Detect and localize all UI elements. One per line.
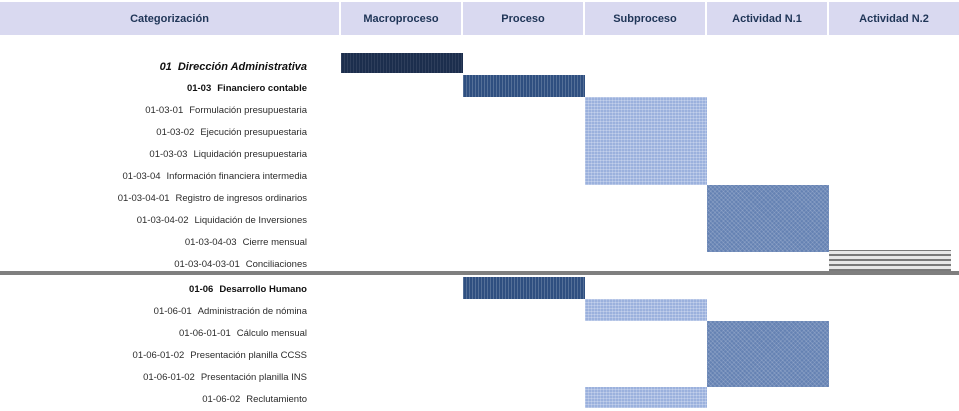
row-actividad1: 01-03-04-01 Registro de ingresos ordinari… <box>0 188 959 210</box>
row-label: 01-03-02 Ejecución presupuestaria <box>156 127 307 138</box>
actividad1-block <box>707 185 829 252</box>
section-divider <box>0 271 959 275</box>
row-label: 01-06-01-02 Presentación planilla INS <box>143 372 307 383</box>
row-label: 01-06-02 Reclutamiento <box>202 394 307 405</box>
row-proceso: 01-06 Desarrollo Humano <box>0 279 959 301</box>
header-actividad-2: Actividad N.2 <box>829 2 959 35</box>
row-macroproceso: 01 Dirección Administrativa <box>0 56 959 78</box>
header-actividad-1: Actividad N.1 <box>707 2 827 35</box>
row-proceso: 01-03 Financiero contable <box>0 78 959 100</box>
header-subproceso: Subproceso <box>585 2 705 35</box>
row-label: 01-03-04-02 Liquidación de Inversiones <box>136 215 307 226</box>
row-label: 01-06 Desarrollo Humano <box>189 284 307 295</box>
row-label: 01 Dirección Administrativa <box>159 61 307 73</box>
row-subproceso: 01-06-01 Administración de nómina <box>0 301 959 323</box>
row-actividad1: 01-03-04-03 Cierre mensual <box>0 232 959 254</box>
actividad1-block <box>707 321 829 387</box>
row-actividad1: 01-06-01-02 Presentación planilla INS <box>0 367 959 389</box>
row-label: 01-03 Financiero contable <box>186 83 307 94</box>
row-label: 01-03-04-03-01 Conciliaciones <box>174 259 307 270</box>
row-actividad1: 01-03-04-02 Liquidación de Inversiones <box>0 210 959 232</box>
row-label: 01-06-01 Administración de nómina <box>153 306 307 317</box>
macroproceso-block <box>341 53 463 73</box>
row-actividad1: 01-06-01-02 Presentación planilla CCSS <box>0 345 959 367</box>
header-categorizacion: Categorización <box>0 2 339 35</box>
row-actividad1: 01-06-01-01 Cálculo mensual <box>0 323 959 345</box>
header-proceso: Proceso <box>463 2 583 35</box>
row-label: 01-03-04 Información financiera intermedi… <box>122 171 308 182</box>
subproceso-block <box>585 387 707 408</box>
subproceso-block <box>585 299 707 321</box>
proceso-block <box>463 75 585 97</box>
row-label: 01-06-01-01 Cálculo mensual <box>179 328 307 339</box>
row-label: 01-03-04-01 Registro de ingresos ordinari… <box>117 193 307 204</box>
subproceso-block <box>585 97 707 185</box>
column-header-row: Categorización Macroproceso Proceso Subp… <box>0 0 959 37</box>
row-label: 01-03-04-03 Cierre mensual <box>184 237 307 248</box>
row-subproceso: 01-03-02 Ejecución presupuestaria <box>0 122 959 144</box>
row-label: 01-03-03 Liquidación presupuestaria <box>149 149 307 160</box>
row-subproceso: 01-03-04 Información financiera intermedi… <box>0 166 959 188</box>
row-subproceso: 01-03-01 Formulación presupuestaria <box>0 100 959 122</box>
header-macroproceso: Macroproceso <box>341 2 461 35</box>
proceso-block <box>463 277 585 299</box>
actividad2-block <box>829 250 951 271</box>
row-subproceso: 01-06-02 Reclutamiento <box>0 389 959 411</box>
row-actividad2: 01-03-04-03-01 Conciliaciones <box>0 254 959 276</box>
row-subproceso: 01-03-03 Liquidación presupuestaria <box>0 144 959 166</box>
row-label: 01-06-01-02 Presentación planilla CCSS <box>132 350 307 361</box>
row-label: 01-03-01 Formulación presupuestaria <box>145 105 307 116</box>
